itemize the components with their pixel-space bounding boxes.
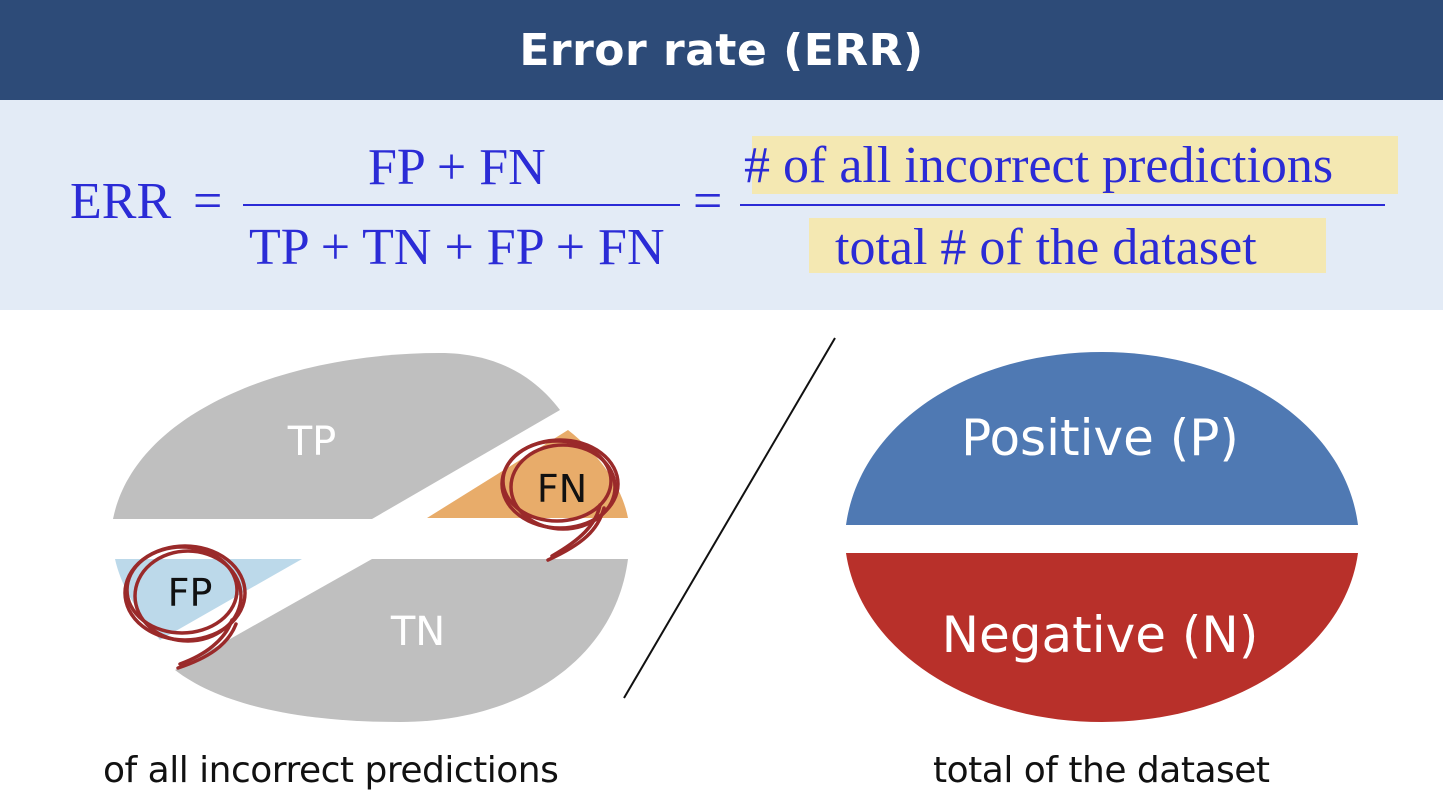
fp-label: FP bbox=[168, 571, 213, 615]
left-caption: of all incorrect predictions bbox=[103, 750, 559, 791]
negative-half bbox=[846, 553, 1358, 722]
numerator-words: # of all incorrect predictions bbox=[744, 137, 1334, 194]
equals-sign-2: = bbox=[693, 173, 723, 230]
denominator-all: TP + TN + FP + FN bbox=[249, 219, 665, 276]
denominator-highlight bbox=[809, 218, 1326, 273]
fn-label: FN bbox=[537, 467, 587, 511]
fn-scribble-circle bbox=[500, 438, 620, 562]
division-slash bbox=[623, 337, 836, 699]
fp-slice bbox=[115, 559, 302, 640]
tp-label: TP bbox=[287, 419, 337, 465]
title-bar: Error rate (ERR) bbox=[0, 0, 1443, 100]
right-caption: total of the dataset bbox=[933, 750, 1270, 791]
negative-label: Negative (N) bbox=[942, 606, 1259, 664]
fp-scribble-circle bbox=[123, 544, 247, 670]
dataset-ellipse: Positive (P) Negative (N) bbox=[846, 352, 1358, 722]
fraction-bar-2 bbox=[740, 204, 1385, 206]
equals-sign-1: = bbox=[193, 173, 223, 230]
formula-band: ERR = FP + FN TP + TN + FP + FN = # of a… bbox=[0, 100, 1443, 310]
tn-slice bbox=[175, 559, 628, 722]
fraction-bar-1 bbox=[243, 204, 680, 206]
err-symbol: ERR bbox=[70, 173, 172, 230]
denominator-words: total # of the dataset bbox=[835, 219, 1257, 276]
fn-slice bbox=[427, 430, 628, 518]
positive-label: Positive (P) bbox=[961, 409, 1239, 467]
numerator-highlight bbox=[752, 136, 1398, 194]
numerator-fp-fn: FP + FN bbox=[368, 139, 546, 196]
confusion-pie: TP FN FP TN bbox=[113, 353, 628, 722]
tp-slice bbox=[113, 353, 560, 519]
page-title: Error rate (ERR) bbox=[519, 24, 924, 76]
positive-half bbox=[846, 352, 1358, 525]
tn-label: TN bbox=[390, 609, 445, 655]
